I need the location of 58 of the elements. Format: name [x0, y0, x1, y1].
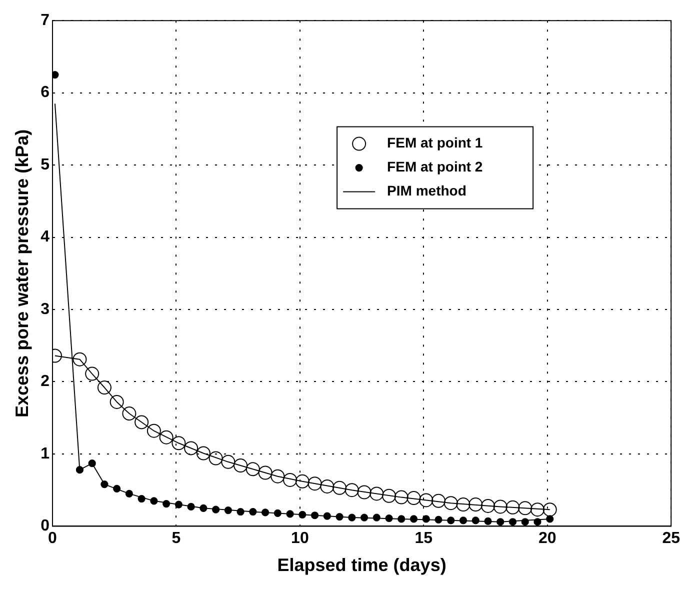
- legend-label: FEM at point 2: [387, 158, 483, 175]
- point: [444, 496, 458, 510]
- point: [246, 462, 260, 476]
- point: [406, 491, 421, 506]
- point: [370, 486, 384, 501]
- point: [208, 451, 223, 466]
- point: [344, 483, 359, 498]
- y-axis-title: Excess pore water pressure (kPa): [12, 129, 32, 418]
- point: [468, 498, 483, 512]
- point: [332, 480, 347, 495]
- y-tick-label: 1: [40, 445, 50, 462]
- point: [357, 485, 372, 500]
- x-tick-label: 15: [414, 530, 433, 548]
- point: [283, 472, 298, 487]
- point: [134, 415, 149, 430]
- y-tick-label: 7: [40, 12, 50, 30]
- y-tick-label: 6: [40, 84, 50, 102]
- point: [506, 500, 520, 514]
- point: [85, 366, 100, 381]
- point: [480, 498, 495, 513]
- point: [394, 490, 408, 504]
- point: [72, 352, 87, 366]
- point: [270, 469, 285, 484]
- point: [234, 458, 248, 473]
- x-axis-title: Elapsed time (days): [277, 555, 446, 576]
- point: [419, 493, 434, 508]
- point: [221, 454, 236, 469]
- point: [258, 466, 272, 480]
- point: [518, 501, 532, 516]
- y-tick-label: 5: [40, 156, 50, 174]
- point: [172, 436, 186, 450]
- point: [159, 430, 174, 444]
- x-tick-label: 20: [538, 530, 556, 548]
- point: [382, 488, 396, 503]
- x-tick-label: 25: [662, 530, 680, 548]
- y-tick-label: 4: [40, 228, 50, 246]
- point: [320, 479, 334, 494]
- point: [295, 474, 310, 488]
- x-tick-label: 10: [291, 530, 309, 548]
- y-tick-label: 0: [40, 518, 50, 535]
- point: [308, 476, 322, 491]
- point: [530, 502, 544, 517]
- point: [542, 502, 557, 517]
- legend-label: PIM method: [387, 182, 466, 199]
- y-tick-label: 3: [40, 300, 50, 318]
- x-tick-label: 5: [172, 530, 181, 548]
- point: [146, 424, 161, 438]
- point: [493, 500, 508, 514]
- y-tick-label: 2: [40, 373, 50, 390]
- point: [432, 494, 446, 508]
- point: [456, 498, 470, 512]
- point: [184, 441, 198, 456]
- point: [196, 446, 210, 460]
- point: [110, 394, 124, 409]
- legend-label: FEM at point 1: [387, 134, 483, 151]
- point: [97, 380, 112, 395]
- point: [122, 406, 136, 421]
- point: [52, 70, 59, 79]
